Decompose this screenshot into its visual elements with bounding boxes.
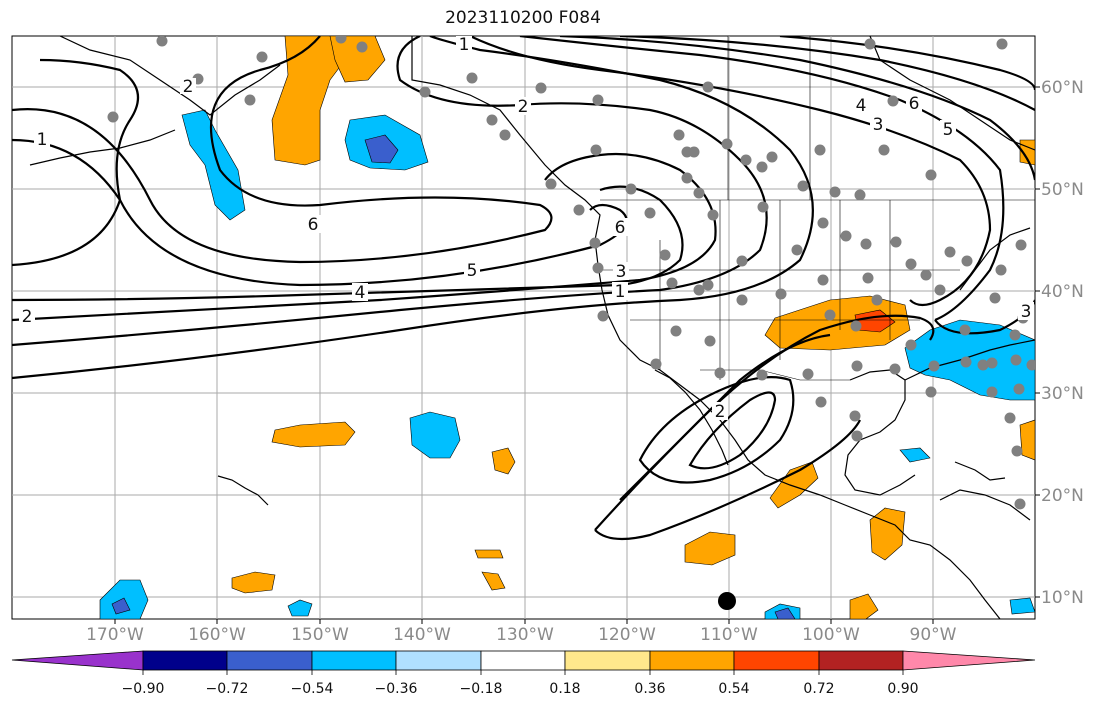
colorbar-tick-label: 0.54 xyxy=(718,681,749,697)
station-markers xyxy=(107,36,1035,510)
contour-label: 4 xyxy=(856,96,867,116)
lon-label: 90°W xyxy=(910,625,957,645)
longitude-labels: 170°W 160°W 150°W 140°W 130°W 120°W 110°… xyxy=(86,625,957,645)
shade-strong-negative xyxy=(774,607,796,619)
shade-positive xyxy=(769,461,819,509)
contour-line xyxy=(619,36,1035,111)
contour-line xyxy=(12,185,684,302)
shade-positive xyxy=(869,507,906,561)
colorbar-over-arrow xyxy=(902,650,1036,671)
contour-label: 5 xyxy=(467,261,478,281)
contour-label: 6 xyxy=(308,215,319,235)
colorbar-bin xyxy=(395,650,482,671)
lon-label: 170°W xyxy=(86,625,144,645)
colorbar-tick-label: 0.90 xyxy=(887,681,918,697)
contour-label: 2 xyxy=(22,307,33,327)
contour-label: 1 xyxy=(615,282,626,302)
shade-negative xyxy=(409,411,461,459)
colorbar-under-arrow xyxy=(11,650,144,671)
colorbar-tick-label: −0.90 xyxy=(122,681,165,697)
contour-line xyxy=(12,36,814,380)
colorbar-bin xyxy=(649,650,735,671)
shade-positive xyxy=(481,571,506,591)
lat-label: 50°N xyxy=(1041,180,1084,200)
contour-line xyxy=(12,36,553,264)
colorbar xyxy=(11,650,1036,675)
contour-label: 5 xyxy=(943,120,954,140)
colorbar-bin xyxy=(311,650,397,671)
lat-label: 30°N xyxy=(1041,384,1084,404)
contour-labels: 1 2 6 5 4 3 6 4 3 5 6 2 1 2 xyxy=(19,35,1034,422)
colorbar-tick-label: 0.18 xyxy=(549,681,580,697)
lat-label: 20°N xyxy=(1041,486,1084,506)
colorbar-tick-label: 0.36 xyxy=(634,681,665,697)
shade-negative xyxy=(1009,597,1035,615)
axis-ticks xyxy=(114,86,1040,624)
shade-positive xyxy=(474,549,504,559)
shade-positive xyxy=(684,531,736,566)
map-title: 2023110200 F084 xyxy=(445,8,601,28)
shade-positive xyxy=(271,421,356,448)
shade-strong-negative xyxy=(364,134,399,164)
lon-label: 160°W xyxy=(188,625,246,645)
contour-label: 3 xyxy=(873,115,884,135)
contour-label: 6 xyxy=(909,94,920,114)
colorbar-tick-label: 0.72 xyxy=(803,681,834,697)
lon-label: 120°W xyxy=(598,625,656,645)
lon-label: 110°W xyxy=(700,625,758,645)
colorbar-tick-label: −0.36 xyxy=(375,681,418,697)
colorbar-bin xyxy=(818,650,904,671)
contour-label: 2 xyxy=(183,77,194,97)
contour-label: 1 xyxy=(37,130,48,150)
contour-line xyxy=(594,419,861,541)
highlight-marker xyxy=(718,592,736,610)
shaded-anomalies xyxy=(99,36,1035,619)
contour-label: 6 xyxy=(615,218,626,238)
lon-label: 130°W xyxy=(496,625,554,645)
political-borders xyxy=(600,36,1035,381)
shade-negative xyxy=(287,599,313,617)
shade-positive xyxy=(329,36,386,83)
contour-line xyxy=(12,58,140,267)
lon-label: 140°W xyxy=(393,625,451,645)
lon-label: 150°W xyxy=(291,625,349,645)
colorbar-bin xyxy=(480,650,566,671)
latitude-labels: 60°N 50°N 40°N 30°N 20°N 10°N xyxy=(1041,78,1084,608)
contour-label: 3 xyxy=(616,262,627,282)
shade-positive xyxy=(491,447,516,475)
contour-line xyxy=(638,376,795,484)
contour-line xyxy=(559,36,1035,181)
shade-positive xyxy=(849,593,879,619)
contour-line xyxy=(12,152,717,322)
shade-negative xyxy=(899,447,931,463)
contour-label: 4 xyxy=(355,283,366,303)
shade-positive xyxy=(1019,419,1035,461)
colorbar-tick-label: −0.54 xyxy=(291,681,334,697)
lat-label: 10°N xyxy=(1041,588,1084,608)
colorbar-bin xyxy=(142,650,228,671)
colorbar-tick-label: −0.72 xyxy=(206,681,249,697)
contour-line xyxy=(688,391,777,470)
shade-positive xyxy=(764,295,911,351)
lat-label: 60°N xyxy=(1041,78,1084,98)
contour-line xyxy=(779,36,1035,91)
contour-label: 2 xyxy=(715,402,726,422)
colorbar-tick-label: −0.18 xyxy=(460,681,503,697)
shade-negative xyxy=(181,109,246,221)
colorbar-tick-labels: −0.90 −0.72 −0.54 −0.36 −0.18 0.18 0.36 … xyxy=(122,681,919,697)
shade-positive xyxy=(1019,139,1035,166)
shade-strong-negative xyxy=(111,597,131,615)
contour-line xyxy=(12,36,768,347)
contour-label: 3 xyxy=(1021,302,1032,322)
colorbar-bin xyxy=(733,650,820,671)
colorbar-bin xyxy=(564,650,651,671)
shade-positive xyxy=(231,571,276,594)
colorbar-bin xyxy=(226,650,313,671)
lon-label: 100°W xyxy=(802,625,860,645)
contour-label: 2 xyxy=(518,97,529,117)
contour-label: 1 xyxy=(459,35,470,55)
lat-label: 40°N xyxy=(1041,282,1084,302)
contour-line xyxy=(469,36,992,307)
